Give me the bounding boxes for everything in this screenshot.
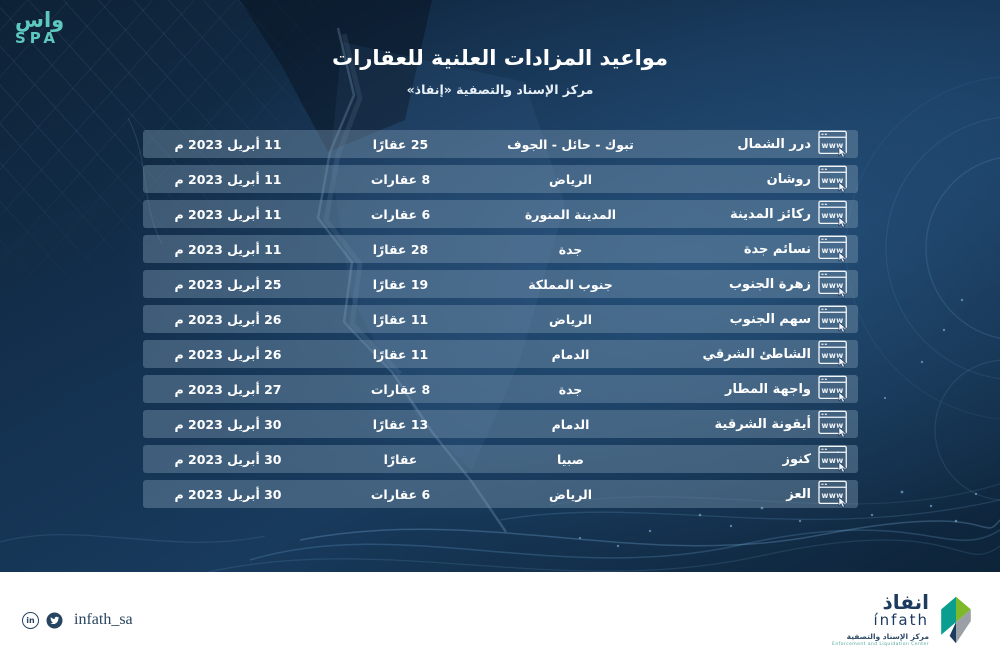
auction-date-cell: 30 أبريل 2023 م [174,486,282,502]
auction-name-cell: ركائز المدينة [729,206,811,222]
auction-date-cell: 25 أبريل 2023 م [174,276,282,292]
auction-row: www زهرة الجنوب جنوب المملكة 19 عقارًا 2… [143,270,858,298]
browser-www-icon: www [811,164,858,194]
auction-count-cell: 25 عقارًا [372,136,429,152]
browser-www-icon: www [811,409,858,439]
auction-table: www درر الشمال تبوك - حائل - الجوف 25 عق… [143,130,858,515]
auction-city-cell: الدمام [551,346,590,362]
svg-text:www: www [822,316,844,325]
auction-name-cell: واجهة المطار [725,381,811,397]
infath-logo-subtitle-ar: مركز الإسناد والتصفية [846,632,929,642]
auction-row: www درر الشمال تبوك - حائل - الجوف 25 عق… [143,130,858,158]
auction-date-cell: 27 أبريل 2023 م [174,381,282,397]
browser-www-icon: www [811,304,858,334]
auction-city-cell: الرياض [549,486,592,502]
infath-logo-latin: ínfath [873,611,929,630]
infath-logo-arabic: انفاذ [882,590,929,615]
auction-city-cell: جدة [558,241,583,257]
auction-row: www نسائم جدة جدة 28 عقارًا 11 أبريل 202… [143,235,858,263]
svg-text:www: www [822,491,844,500]
auction-row: www الشاطئ الشرقي الدمام 11 عقارًا 26 أب… [143,340,858,368]
auction-row: www أيقونة الشرقية الدمام 13 عقارًا 30 أ… [143,410,858,438]
auction-city-cell: جدة [558,381,583,397]
auction-date-cell: 11 أبريل 2023 م [174,136,282,152]
auction-count-cell: 6 عقارات [370,206,431,222]
svg-text:www: www [822,351,844,360]
svg-text:www: www [822,421,844,430]
browser-www-icon: www [811,269,858,299]
auction-city-cell: الدمام [551,416,590,432]
page-subtitle: مركز الإسناد والتصفية «إنفاذ» [406,82,594,97]
spa-logo-latin: SPA [15,29,60,48]
auction-name-cell: درر الشمال [737,136,811,152]
infath-logo-subtitle-en: Enforcement and Liquidation Center [832,641,929,647]
auction-row: www العز الرياض 6 عقارات 30 أبريل 2023 م [143,480,858,508]
auction-count-cell: 6 عقارات [370,486,431,502]
footer: in infath_sa انفاذ ínfath مركز الإسناد و… [0,572,1000,668]
auction-row: www سهم الجنوب الرياض 11 عقارًا 26 أبريل… [143,305,858,333]
auction-name-cell: الشاطئ الشرقي [702,346,811,362]
auction-date-cell: 26 أبريل 2023 م [174,311,282,327]
header: مواعيد المزادات العلنية للعقارات مركز ال… [0,46,1000,97]
spa-logo-arabic: واس [15,8,65,32]
browser-www-icon: www [811,339,858,369]
svg-text:www: www [822,386,844,395]
spa-logo: واس SPA [15,8,65,48]
auction-count-cell: 8 عقارات [370,171,431,187]
auction-row: www ركائز المدينة المدينة المنورة 6 عقار… [143,200,858,228]
auction-name-cell: سهم الجنوب [729,311,811,327]
auction-name-cell: نسائم جدة [743,241,811,257]
auction-name-cell: كنوز [782,451,811,467]
auction-count-cell: 13 عقارًا [372,416,429,432]
browser-www-icon: www [811,479,858,509]
twitter-icon [46,612,63,628]
auction-city-cell: تبوك - حائل - الجوف [507,136,634,152]
auction-date-cell: 11 أبريل 2023 م [174,171,282,187]
auction-city-cell: صبيا [557,451,584,467]
auction-name-cell: روشان [766,171,811,187]
linkedin-icon: in [22,611,39,629]
infath-logo: انفاذ ínfath مركز الإسناد والتصفية Enfor… [832,592,974,648]
auction-city-cell: الرياض [549,171,592,187]
auction-count-cell: 28 عقارًا [372,241,429,257]
browser-www-icon: www [811,129,858,159]
auction-date-cell: 11 أبريل 2023 م [174,206,282,222]
social-handle: infath_sa [74,611,133,628]
browser-www-icon: www [811,234,858,264]
auction-date-cell: 11 أبريل 2023 م [174,241,282,257]
auction-date-cell: 30 أبريل 2023 م [174,416,282,432]
browser-www-icon: www [811,199,858,229]
auction-count-cell: 8 عقارات [370,381,431,397]
auction-city-cell: جنوب المملكة [528,276,613,292]
auction-city-cell: المدينة المنورة [524,206,617,222]
page-title: مواعيد المزادات العلنية للعقارات [332,46,668,70]
browser-www-icon: www [811,374,858,404]
auction-count-cell: 19 عقارًا [372,276,429,292]
auction-date-cell: 26 أبريل 2023 م [174,346,282,362]
auction-name-cell: زهرة الجنوب [728,276,811,292]
browser-www-icon: www [811,444,858,474]
auction-name-cell: أيقونة الشرقية [714,416,812,432]
svg-text:www: www [822,456,844,465]
svg-text:www: www [822,141,844,150]
social-handle-group: in infath_sa [22,611,133,629]
svg-text:www: www [822,176,844,185]
auction-name-cell: العز [786,486,811,502]
main-panel: واس SPA مواعيد المزادات العلنية للعقارات… [0,0,1000,572]
auction-count-cell: عقارًا [383,451,418,467]
auction-row: www روشان الرياض 8 عقارات 11 أبريل 2023 … [143,165,858,193]
svg-text:www: www [822,246,844,255]
auction-date-cell: 30 أبريل 2023 م [174,451,282,467]
svg-text:www: www [822,211,844,220]
auction-city-cell: الرياض [549,311,592,327]
infath-logo-mark [941,596,971,644]
auction-row: www واجهة المطار جدة 8 عقارات 27 أبريل 2… [143,375,858,403]
auction-count-cell: 11 عقارًا [372,311,429,327]
auction-row: www كنوز صبيا عقارًا 30 أبريل 2023 م [143,445,858,473]
svg-text:www: www [822,281,844,290]
infath-logo-text: انفاذ ínfath مركز الإسناد والتصفية Enfor… [832,592,929,647]
auction-count-cell: 11 عقارًا [372,346,429,362]
